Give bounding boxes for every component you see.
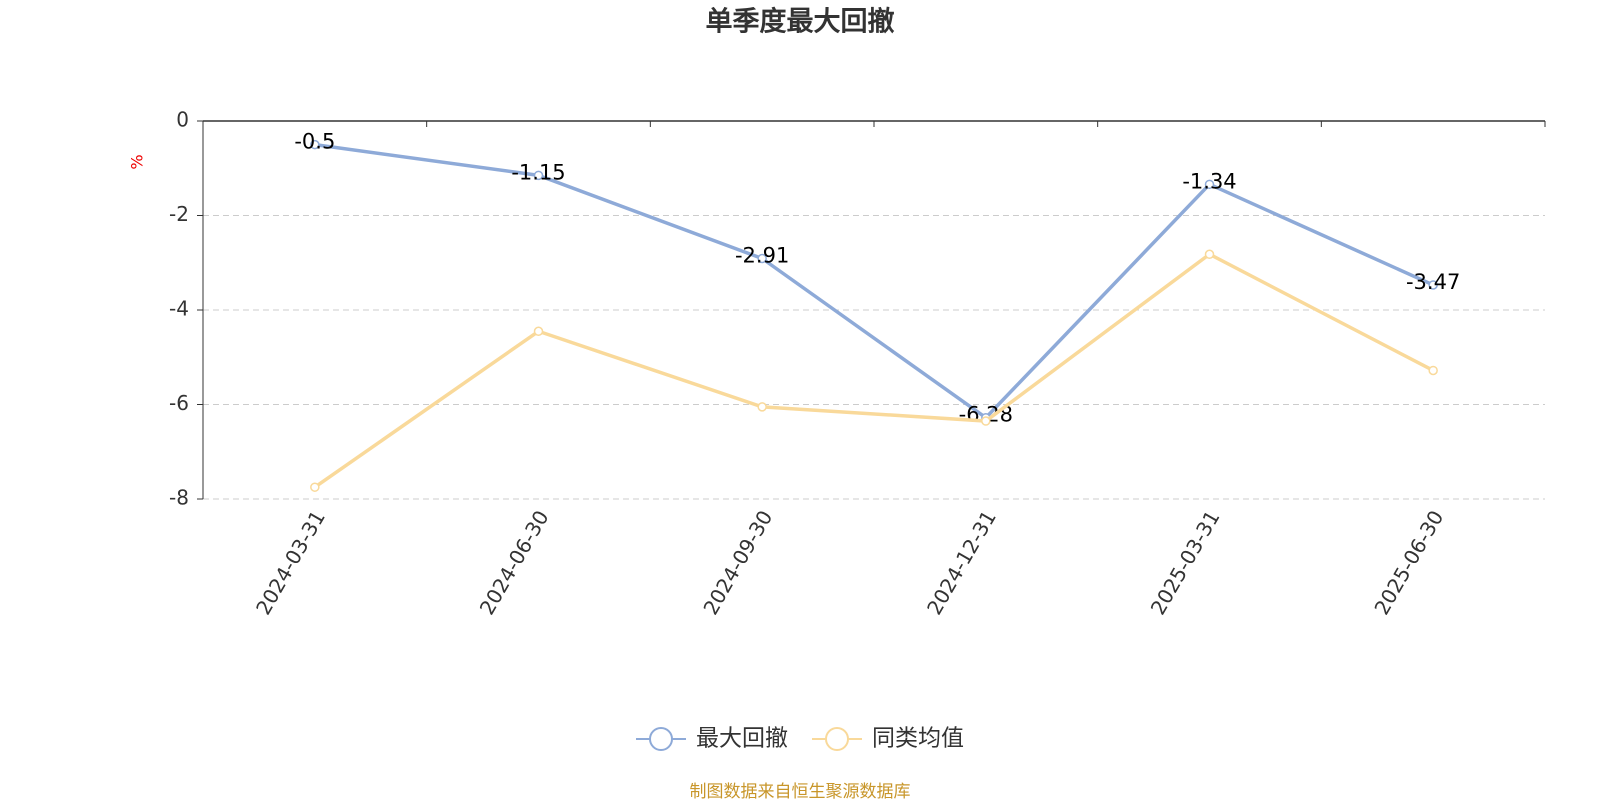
point [310,482,320,492]
point [310,139,320,150]
x-tick-label: 2024-09-30 [698,506,777,619]
legend-item: 同类均值 [812,726,964,752]
y-tick-label: -8 [169,486,189,510]
point [757,253,767,264]
point [533,326,544,337]
data-label: -1.15 [511,160,565,184]
series-line [314,142,1434,421]
point [1204,179,1215,190]
y-axis-label: % [128,154,147,169]
legend-label: 最大回撤 [696,726,788,752]
point [1204,249,1215,259]
point [981,416,991,426]
data-label: -3.47 [1406,270,1460,294]
data-label: -0.5 [294,130,335,154]
y-tick-label: -4 [169,297,189,321]
point [1428,280,1438,290]
legend-marker [649,727,673,751]
series-line [313,252,1434,489]
x-tick-label: 2025-06-30 [1369,506,1448,619]
point [757,402,767,412]
data-label: -2.91 [735,243,789,267]
x-tick-label: 2025-03-31 [1146,506,1225,619]
x-tick-label: 2024-12-31 [922,506,1001,619]
chart-title: 单季度最大回撤 [706,6,895,38]
legend-item: 最大回撤 [636,726,788,752]
legend-marker [825,727,849,751]
point [533,170,544,181]
y-tick-label: -2 [169,202,189,226]
x-tick-label: 2024-03-31 [251,506,330,619]
x-tick-label: 2024-06-30 [475,506,554,619]
data-label: -1.34 [1182,169,1236,193]
y-tick-label: 0 [176,108,189,132]
legend-label: 同类均值 [872,726,964,752]
y-tick-label: -6 [169,391,189,415]
source-note: 制图数据来自恒生聚源数据库 [690,782,911,800]
point [1428,365,1438,376]
